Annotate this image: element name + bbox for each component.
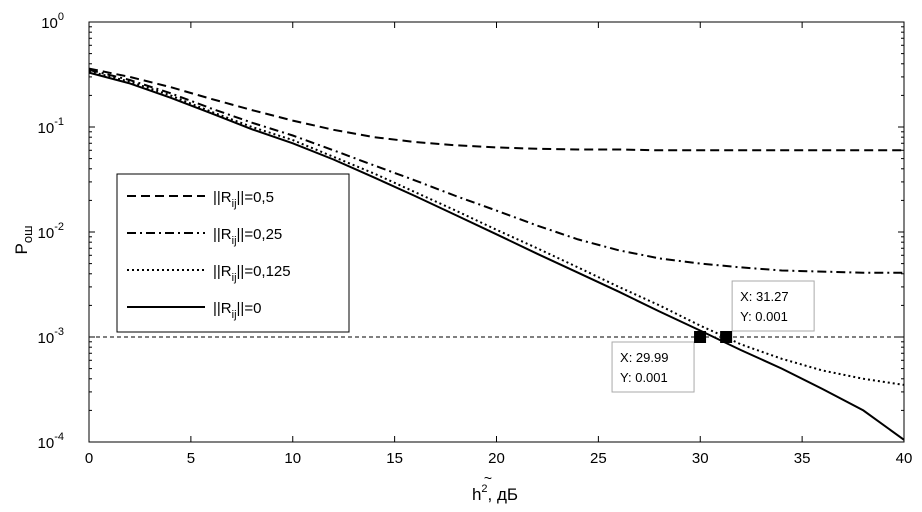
datatip-box-2 (731, 280, 815, 332)
legend-label-sub: ij (232, 272, 237, 284)
legend-label-pre: ||R (213, 189, 232, 206)
legend-label-4: ||Rij||=0 (213, 300, 261, 321)
x-axis-label-main: h (472, 485, 481, 504)
datatip-box-1 (611, 341, 695, 393)
legend-label-2: ||Rij||=0,25 (213, 226, 282, 247)
y-tick-base: 10 (38, 225, 55, 242)
datatip-y-text: Y: 0.001 (740, 309, 788, 324)
x-axis-label-accent: ~ (484, 470, 492, 486)
legend-label-pre: ||R (213, 263, 232, 280)
y-tick-base: 10 (38, 435, 55, 452)
legend-label-sub: ij (232, 198, 237, 210)
legend-box (116, 173, 350, 333)
y-tick-exponent: -4 (54, 431, 64, 443)
legend-label-post: ||=0,125 (237, 263, 291, 280)
axis-labels-group: h2, дБ~ Pош (12, 225, 518, 504)
datatip-marker-2 (720, 331, 733, 343)
y-axis-label-main: P (12, 243, 31, 254)
datatips-group: X: 29.99 Y: 0.001 X: 31.27 Y: 0.001 (611, 280, 815, 393)
datatip-y-text: Y: 0.001 (620, 370, 668, 385)
x-tick-label: 10 (284, 450, 301, 467)
series-line-3 (88, 70, 905, 386)
y-tick-base: 10 (38, 330, 55, 347)
x-tick-label: 35 (794, 450, 811, 467)
x-axis-label: h2, дБ (472, 483, 518, 504)
legend-label-3: ||Rij||=0,125 (213, 263, 291, 284)
datatip-x-text: X: 29.99 (620, 350, 668, 365)
x-tick-label: 40 (896, 450, 913, 467)
x-tick-label: 30 (692, 450, 709, 467)
x-tick-label: 25 (590, 450, 607, 467)
legend-label-pre: ||R (213, 226, 232, 243)
legend-label-post: ||=0 (237, 300, 262, 317)
y-tick-exponent: 0 (58, 11, 64, 23)
legend-label-post: ||=0,25 (237, 226, 283, 243)
legend-label-sub: ij (232, 235, 237, 247)
y-tick-base: 10 (38, 120, 55, 137)
x-axis-label-suffix: , дБ (488, 485, 519, 504)
y-tick-label: 10-1 (38, 116, 64, 137)
y-tick-label: 10-4 (38, 431, 64, 452)
series-line-1 (88, 67, 904, 152)
x-tick-label: 0 (85, 450, 93, 467)
series-line-2 (88, 68, 904, 274)
y-tick-label: 100 (41, 11, 64, 32)
y-tick-base: 10 (41, 15, 58, 32)
x-tick-label: 15 (386, 450, 403, 467)
y-tick-label: 10-2 (38, 221, 64, 242)
legend: ||Rij||=0,5||Rij||=0,25||Rij||=0,125||Ri… (116, 173, 350, 333)
datatip-marker-1 (694, 331, 707, 343)
y-tick-label: 10-3 (38, 326, 64, 347)
y-tick-exponent: -3 (54, 326, 64, 338)
y-axis-label: Pош (12, 225, 35, 254)
x-axis-label-sup: 2 (481, 483, 487, 495)
x-tick-label: 5 (187, 450, 195, 467)
y-tick-exponent: -2 (54, 221, 64, 233)
series-group (88, 67, 905, 441)
legend-label-post: ||=0,5 (237, 189, 274, 206)
legend-label-1: ||Rij||=0,5 (213, 189, 274, 210)
y-axis-label-sub: ош (20, 225, 35, 243)
legend-label-pre: ||R (213, 300, 232, 317)
y-tick-exponent: -1 (54, 116, 64, 128)
series-line-4 (88, 71, 905, 441)
datatip-x-text: X: 31.27 (740, 289, 788, 304)
x-tick-label: 20 (488, 450, 505, 467)
legend-label-sub: ij (232, 309, 237, 321)
